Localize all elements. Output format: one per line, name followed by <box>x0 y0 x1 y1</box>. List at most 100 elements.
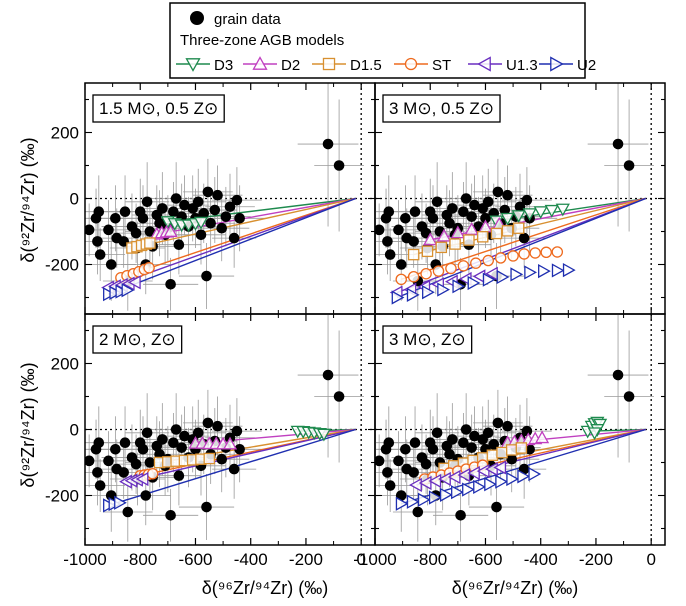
panel-label: 3 M⊙, 0.5 Z⊙ <box>389 99 494 118</box>
grain-point <box>409 437 421 449</box>
grain-point <box>499 204 511 216</box>
legend-marker-d3 <box>185 58 201 72</box>
grain-point <box>231 194 243 206</box>
model-point <box>450 225 465 239</box>
grain-point <box>168 437 179 449</box>
model-series-u1-3 <box>409 460 507 493</box>
model-point <box>507 250 519 262</box>
grain-point <box>144 226 156 237</box>
grain-point <box>94 249 106 260</box>
grain-point <box>137 213 149 224</box>
grain-point <box>92 236 103 247</box>
grain-point <box>176 442 187 453</box>
grain-point <box>482 196 494 208</box>
grain-point <box>420 458 432 470</box>
grain-point <box>216 453 228 465</box>
grain-point <box>447 203 458 214</box>
grain-point <box>234 444 245 455</box>
model-point <box>127 275 141 290</box>
model-point <box>121 283 135 298</box>
grain-point <box>466 442 477 453</box>
grain-point <box>157 434 168 445</box>
model-series-d1-5 <box>407 222 525 261</box>
model-point <box>551 263 565 278</box>
grain-point <box>201 501 212 513</box>
model-point <box>494 252 507 264</box>
legend-label-d3: D3 <box>214 57 233 74</box>
grain-point <box>231 425 243 437</box>
grain-point <box>409 206 421 217</box>
model-series-d1-5 <box>126 237 156 254</box>
grain-point <box>431 196 443 208</box>
y-tick-label: 0 <box>70 421 79 440</box>
model-series-u2 <box>391 263 576 305</box>
panel-ticks <box>374 314 665 545</box>
grain-point <box>179 199 190 211</box>
model-point <box>437 282 451 297</box>
model-point <box>482 272 496 287</box>
model-point <box>493 460 507 475</box>
grain-point <box>502 420 513 432</box>
grain-point <box>202 186 214 198</box>
model-point <box>439 487 453 502</box>
grain-point <box>514 201 526 213</box>
grain-point <box>130 227 142 239</box>
panel-label: 1.5 M⊙, 0.5 Z⊙ <box>99 99 218 118</box>
grain-point <box>103 224 114 236</box>
model-point <box>524 265 538 280</box>
model-point <box>555 203 570 217</box>
model-point <box>538 263 551 279</box>
model-point <box>428 490 442 505</box>
model-point <box>406 494 420 509</box>
grain-point <box>427 213 439 224</box>
grain-point <box>170 424 182 435</box>
model-line-u1-3 <box>396 197 646 294</box>
grain-point <box>455 510 466 521</box>
grain-point <box>168 206 179 217</box>
model-point <box>463 234 475 246</box>
model-point <box>163 224 178 237</box>
model-point <box>222 436 238 450</box>
model-point <box>551 246 564 258</box>
grain-point <box>201 270 212 282</box>
model-point <box>512 222 525 234</box>
panel-plot-area <box>375 83 665 314</box>
x-tick-label: -800 <box>123 550 157 569</box>
y-tick-label: -200 <box>45 256 79 275</box>
grain-point <box>110 213 121 224</box>
legend-model-entries: D3 D2 D1.5 ST U1.3 U2 <box>176 56 596 74</box>
grain-point <box>165 279 176 290</box>
model-series-u2 <box>103 495 127 513</box>
model-point <box>522 208 537 222</box>
x-tick-label: -600 <box>178 550 212 569</box>
grain-point <box>105 259 117 270</box>
grain-point <box>444 217 455 229</box>
model-point <box>193 216 209 230</box>
grain-point <box>384 480 396 491</box>
panel-label-box <box>92 94 225 123</box>
grain-point <box>460 424 472 435</box>
model-point <box>407 270 420 283</box>
model-point <box>510 267 524 282</box>
grain-point <box>212 189 223 201</box>
model-point <box>467 275 481 291</box>
grain-point <box>192 196 204 208</box>
panel-4: -1000 -800 -600 -400 -200 0 3 M⊙, Z⊙ <box>353 313 666 569</box>
model-point <box>452 279 466 294</box>
grain-point <box>447 434 458 445</box>
panel-plot-area <box>375 314 665 545</box>
grain-point <box>482 427 494 439</box>
legend-label-d2: D2 <box>281 57 300 74</box>
y-tick-label: 0 <box>70 190 79 209</box>
model-point <box>435 241 448 254</box>
grain-point <box>228 232 240 244</box>
model-point <box>462 482 475 497</box>
x-tick-label: 0 <box>646 550 655 569</box>
y-axis-label-bottom: δ(⁹²Zr/⁹⁴Zr) (‰) <box>18 362 38 487</box>
grain-point <box>502 189 513 201</box>
grain-point <box>103 455 114 467</box>
model-point <box>115 284 129 299</box>
model-point <box>511 210 526 223</box>
model-point <box>146 467 159 480</box>
y-axis-label-top: δ(⁹²Zr/⁹⁴Zr) (‰) <box>18 137 38 262</box>
